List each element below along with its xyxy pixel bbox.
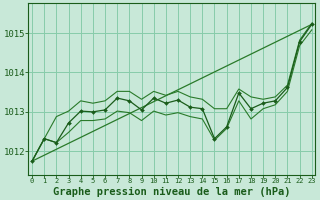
X-axis label: Graphe pression niveau de la mer (hPa): Graphe pression niveau de la mer (hPa) <box>53 186 291 197</box>
